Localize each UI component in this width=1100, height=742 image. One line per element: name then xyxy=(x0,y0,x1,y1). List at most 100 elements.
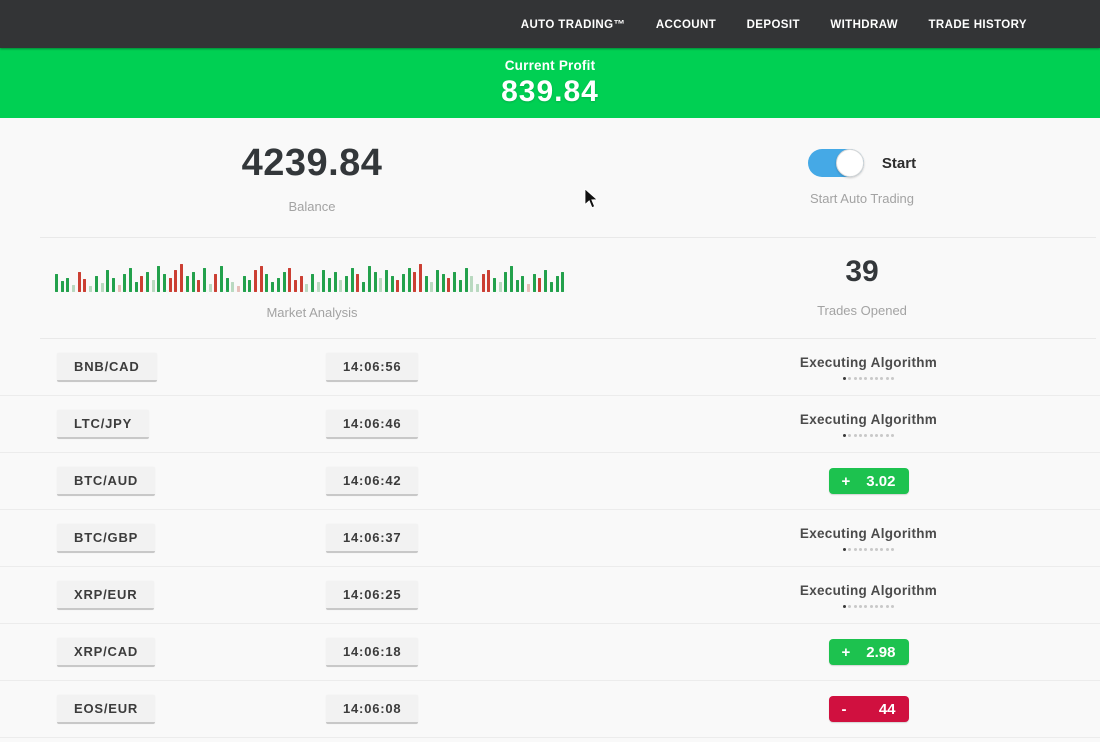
pair-pill[interactable]: BTC/AUD xyxy=(57,466,156,496)
market-bar xyxy=(180,264,184,292)
auto-trading-label: Start Auto Trading xyxy=(809,191,915,206)
market-bar xyxy=(362,282,366,292)
progress-dot xyxy=(848,547,852,551)
executing-algorithm-status: Executing Algorithm xyxy=(800,583,937,608)
progress-dot xyxy=(853,433,857,437)
market-bar xyxy=(544,270,548,292)
stats-section: 4239.84 Balance Start Start Auto Trading xyxy=(0,118,1100,237)
market-bar xyxy=(424,276,428,292)
market-bar xyxy=(163,274,167,292)
progress-dot xyxy=(864,433,868,437)
balance-block: 4239.84 Balance xyxy=(0,118,624,237)
market-analysis-label: Market Analysis xyxy=(266,305,358,320)
market-bar xyxy=(100,283,104,292)
pair-pill[interactable]: XRP/CAD xyxy=(57,637,156,667)
market-bar xyxy=(134,282,138,292)
progress-dot xyxy=(891,433,895,437)
nav-item[interactable]: DEPOSIT xyxy=(746,19,800,31)
badge-sign: + xyxy=(841,643,851,661)
status-cell: Executing Algorithm xyxy=(637,526,1100,551)
nav-item[interactable]: AUTO TRADING™ xyxy=(520,19,626,31)
market-bar xyxy=(111,278,115,292)
market-bar xyxy=(151,280,155,292)
market-bar xyxy=(538,278,542,292)
progress-dot xyxy=(848,604,852,608)
market-bar xyxy=(83,279,87,292)
progress-dot xyxy=(869,376,873,380)
nav-item[interactable]: ACCOUNT xyxy=(655,19,717,31)
auto-trading-toggle[interactable] xyxy=(807,149,864,177)
trades-opened-value: 39 xyxy=(845,254,879,288)
market-bar xyxy=(60,281,64,292)
market-bar xyxy=(532,274,536,292)
profit-banner-value: 839.84 xyxy=(501,75,599,108)
top-nav: AUTO TRADING™ ACCOUNT DEPOSIT WITHDRAW T… xyxy=(495,15,1027,33)
market-bar xyxy=(185,276,189,292)
market-bar xyxy=(492,278,496,292)
market-bar xyxy=(237,286,240,292)
progress-dot xyxy=(842,376,846,380)
status-cell: Executing Algorithm xyxy=(637,355,1100,380)
market-bar xyxy=(555,276,559,292)
market-bar xyxy=(390,276,394,292)
pair-pill[interactable]: LTC/JPY xyxy=(57,409,150,439)
time-pill[interactable]: 14:06:46 xyxy=(326,409,419,439)
market-bar xyxy=(510,266,513,292)
status-cell: +2.98 xyxy=(637,639,1100,665)
status-cell: Executing Algorithm xyxy=(637,583,1100,608)
market-bar xyxy=(310,274,314,292)
time-pill[interactable]: 14:06:42 xyxy=(326,466,419,496)
trade-row: XRP/CAD 14:06:18 +2.98 xyxy=(0,624,1100,681)
market-bar xyxy=(379,278,383,292)
nav-item[interactable]: TRADE HISTORY xyxy=(928,19,1027,31)
market-bar xyxy=(140,276,144,292)
progress-dot xyxy=(858,433,862,437)
progress-dot xyxy=(848,433,852,437)
progress-dot xyxy=(891,376,895,380)
market-bar xyxy=(419,264,422,292)
progress-dot xyxy=(880,547,884,551)
section-divider xyxy=(40,237,1096,238)
profit-banner-label: Current Profit xyxy=(504,58,596,73)
balance-label: Balance xyxy=(288,198,336,214)
market-bar xyxy=(441,274,445,292)
market-bar xyxy=(498,282,502,292)
progress-dot xyxy=(885,604,889,608)
market-bar xyxy=(515,280,519,292)
progress-dot xyxy=(891,547,895,551)
trade-row: BNB/CAD 14:06:56 Executing Algorithm xyxy=(0,339,1100,396)
progress-dot xyxy=(853,376,857,380)
time-pill[interactable]: 14:06:25 xyxy=(326,580,419,610)
trade-row: BTC/GBP 14:06:37 Executing Algorithm xyxy=(0,510,1100,567)
time-pill[interactable]: 14:06:08 xyxy=(326,694,419,724)
market-bar xyxy=(231,282,235,292)
nav-item[interactable]: WITHDRAW xyxy=(830,19,899,31)
pair-pill[interactable]: BNB/CAD xyxy=(57,352,157,382)
market-bar xyxy=(72,285,76,292)
market-bar xyxy=(350,268,354,292)
progress-dot xyxy=(842,547,846,551)
market-bar xyxy=(248,280,252,292)
trades-opened-block: 39 Trades Opened xyxy=(624,238,1100,338)
market-bar xyxy=(157,266,161,292)
time-pill[interactable]: 14:06:18 xyxy=(326,637,419,667)
market-bar xyxy=(333,272,337,292)
market-bar xyxy=(305,284,309,292)
pair-pill[interactable]: EOS/EUR xyxy=(57,694,156,724)
pair-pill[interactable]: BTC/GBP xyxy=(57,523,156,553)
market-bar xyxy=(259,266,263,292)
progress-dot xyxy=(880,376,884,380)
market-bar xyxy=(128,268,132,292)
pair-pill[interactable]: XRP/EUR xyxy=(57,580,155,610)
auto-trading-block: Start Start Auto Trading xyxy=(624,118,1100,237)
market-bar xyxy=(168,278,172,292)
time-pill[interactable]: 14:06:37 xyxy=(326,523,419,553)
market-bar xyxy=(345,276,349,292)
market-bar xyxy=(487,270,491,292)
market-bar xyxy=(322,270,326,292)
loss-badge: - 44 xyxy=(828,696,909,722)
time-pill[interactable]: 14:06:56 xyxy=(326,352,419,382)
market-bar xyxy=(208,284,212,292)
market-bar xyxy=(197,280,201,292)
market-bar xyxy=(242,276,246,292)
